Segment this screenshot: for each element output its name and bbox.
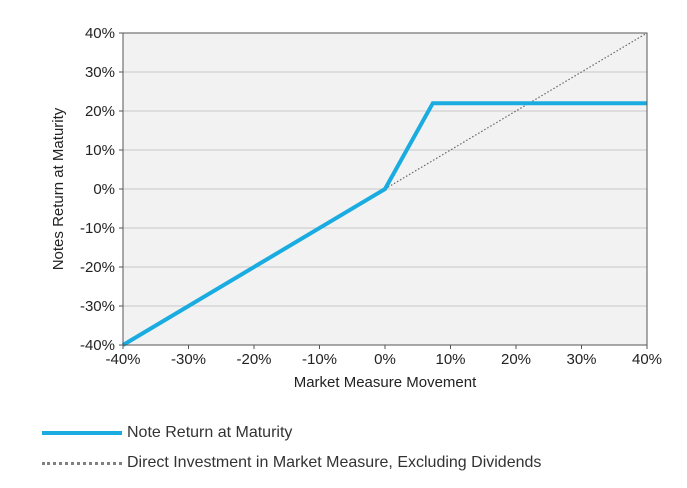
y-tick-label: -10% — [80, 220, 115, 237]
chart: -40%-30%-20%-10%0%10%20%30%40% -40% -30% -… — [50, 25, 662, 391]
x-tick-label: 0% — [374, 351, 396, 368]
y-tick-label: -30% — [80, 298, 115, 315]
legend: Note Return at Maturity Direct Investmen… — [40, 418, 541, 478]
x-tick-label: -20% — [236, 351, 271, 368]
y-tick-label: 30% — [85, 64, 115, 81]
x-tick-label: 10% — [435, 351, 465, 368]
series-layer — [121, 32, 648, 347]
x-tick-label: -10% — [302, 351, 337, 368]
y-tick-label: 40% — [85, 25, 115, 42]
x-tick-label: 30% — [566, 351, 596, 368]
y-tick-label: -20% — [80, 259, 115, 276]
x-tick-label: -40% — [105, 351, 140, 368]
y-axis-ticks: -40% -30% -20% -10% 0% 10% 20% 30% 40% — [80, 25, 123, 354]
legend-item-note-return: Note Return at Maturity — [40, 418, 541, 448]
legend-label: Note Return at Maturity — [127, 424, 293, 441]
y-tick-label: -40% — [80, 337, 115, 354]
x-tick-label: 20% — [501, 351, 531, 368]
legend-label: Direct Investment in Market Measure, Exc… — [127, 454, 542, 471]
legend-item-direct-investment: Direct Investment in Market Measure, Exc… — [40, 448, 541, 478]
x-axis-title: Market Measure Movement — [294, 374, 477, 391]
y-tick-label: 20% — [85, 103, 115, 120]
series-note-return-line — [121, 101, 647, 347]
x-tick-label: -30% — [171, 351, 206, 368]
y-axis-title: Notes Return at Maturity — [50, 107, 67, 270]
legend-swatch-solid — [40, 427, 122, 439]
legend-swatch-dotted — [40, 457, 122, 469]
y-tick-label: 10% — [85, 142, 115, 159]
y-tick-label: 0% — [93, 181, 115, 198]
x-axis-ticks: -40% -30% -20% -10% 0% 10% 20% 30% 40% — [105, 345, 662, 368]
x-tick-label: 40% — [632, 351, 662, 368]
